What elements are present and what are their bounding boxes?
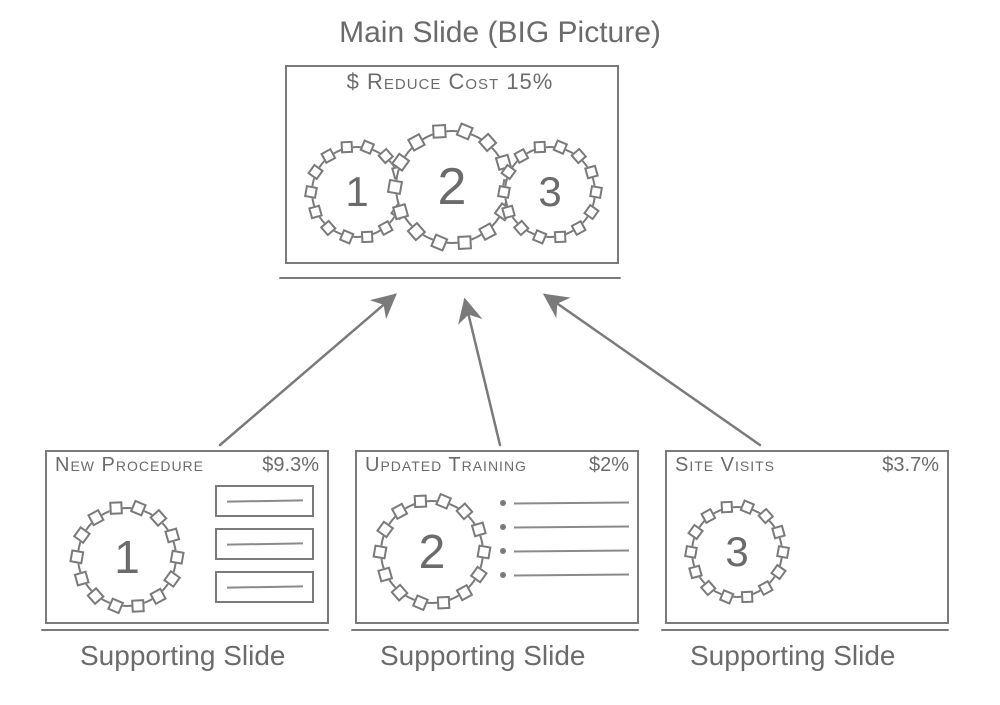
main-slide-title: $ Reduce Cost 15% <box>285 69 615 95</box>
supporting-caption: Supporting Slide <box>690 640 895 672</box>
gear-label: 2 <box>438 157 467 217</box>
diagram-stage: Main Slide (BIG Picture) $ Reduce Cost 1… <box>0 0 1000 705</box>
gear-main-2: 2 <box>395 130 509 244</box>
gear-main-3: 3 <box>504 146 596 238</box>
bullet-line <box>500 546 629 556</box>
supporting-slide-value: $3.7% <box>882 454 939 477</box>
gear-label: 2 <box>419 525 446 580</box>
supporting-caption: Supporting Slide <box>380 640 585 672</box>
gear-support-1: 1 <box>77 507 177 607</box>
bullet-line <box>500 498 629 508</box>
gear-label: 1 <box>114 530 140 584</box>
gear-label: 3 <box>725 528 748 576</box>
gear-label: 1 <box>345 168 368 216</box>
gear-support-3: 3 <box>691 506 783 598</box>
supporting-slide-title: Site Visits <box>675 454 775 477</box>
supporting-caption: Supporting Slide <box>80 640 285 672</box>
supporting-slide-value: $2% <box>589 454 629 477</box>
bullet-line <box>500 522 629 532</box>
main-heading: Main Slide (BIG Picture) <box>0 16 1000 50</box>
flow-step <box>215 528 314 560</box>
supporting-slide-title: New Procedure <box>55 454 204 477</box>
flow-step <box>215 485 314 517</box>
gear-label: 3 <box>538 168 561 216</box>
supporting-slide-title: Updated Training <box>365 454 527 477</box>
supporting-slide-value: $9.3% <box>262 454 319 477</box>
flow-step <box>215 571 314 603</box>
bullet-line <box>500 570 629 580</box>
gear-support-2: 2 <box>380 500 484 604</box>
